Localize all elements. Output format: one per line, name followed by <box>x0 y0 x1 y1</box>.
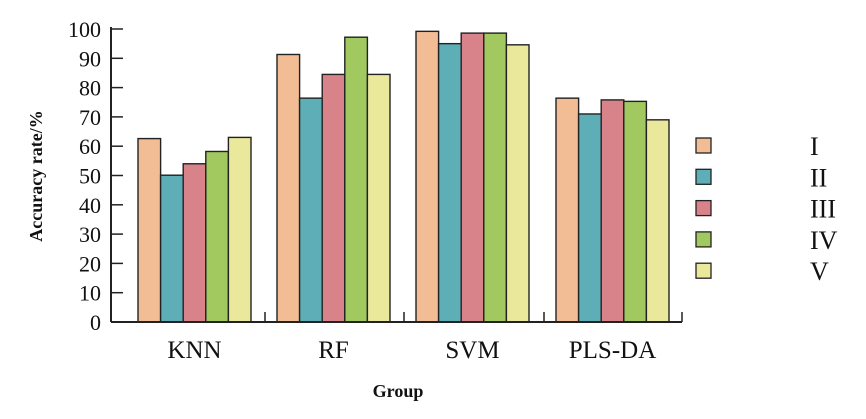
bar-rf-v <box>366 73 391 323</box>
y-tick-label: 20 <box>79 251 101 276</box>
bar-rf-iii <box>321 73 346 323</box>
y-tick-label: 80 <box>79 76 101 101</box>
x-tick-label: KNN <box>167 337 221 364</box>
x-tick-label: RF <box>318 337 349 364</box>
y-tick-label: 90 <box>79 46 101 71</box>
y-tick-label: 100 <box>68 17 101 42</box>
y-tick-label: 30 <box>79 222 101 247</box>
bar-svm-i <box>415 30 440 323</box>
bar-svm-ii <box>437 42 462 323</box>
legend-label: III <box>810 195 836 224</box>
bar-svm-v <box>505 44 530 323</box>
y-tick-label: 50 <box>79 164 101 189</box>
legend-swatch-ii <box>695 168 712 185</box>
legend-swatch-iii <box>695 199 712 217</box>
y-ticks: 0 10 20 30 40 50 60 70 80 90 100 <box>68 17 123 335</box>
legend-swatch-v <box>695 262 712 279</box>
y-axis-title: Accuracy rate/% <box>26 110 46 241</box>
x-tick-label: PLS-DA <box>569 337 657 364</box>
bar-pls-da-iii <box>600 99 625 323</box>
bar-pls-da-i <box>555 97 580 323</box>
legend-swatch-iv <box>695 231 712 248</box>
bar-svm-iv <box>483 32 508 323</box>
bar-knn-i <box>137 137 162 323</box>
bar-svm-iii <box>460 32 485 323</box>
bar-rf-iv <box>344 36 369 323</box>
y-tick-label: 40 <box>79 193 101 218</box>
bar-pls-da-v <box>645 119 670 323</box>
y-tick-label: 10 <box>79 281 101 306</box>
x-tick-label: SVM <box>445 337 499 364</box>
x-categories: KNN RF SVM PLS-DA <box>167 337 656 364</box>
y-tick-label: 0 <box>90 310 101 335</box>
legend-swatch-i <box>695 137 712 154</box>
bar-pls-da-ii <box>577 113 602 323</box>
y-tick-label: 60 <box>79 134 101 159</box>
axes <box>110 27 683 323</box>
bars <box>137 30 670 323</box>
bar-knn-iii <box>182 163 207 323</box>
bar-knn-iv <box>205 150 230 323</box>
bar-pls-da-iv <box>623 100 648 323</box>
bar-rf-ii <box>298 97 323 323</box>
legend-label: IV <box>810 226 838 255</box>
bar-knn-v <box>227 136 252 323</box>
legend-label: V <box>810 257 829 286</box>
bar-rf-i <box>276 53 301 323</box>
legend-label: I <box>810 132 819 161</box>
y-tick-label: 70 <box>79 105 101 130</box>
legend-label: II <box>810 163 827 192</box>
bar-knn-ii <box>159 174 184 323</box>
x-axis-title: Group <box>373 381 424 401</box>
